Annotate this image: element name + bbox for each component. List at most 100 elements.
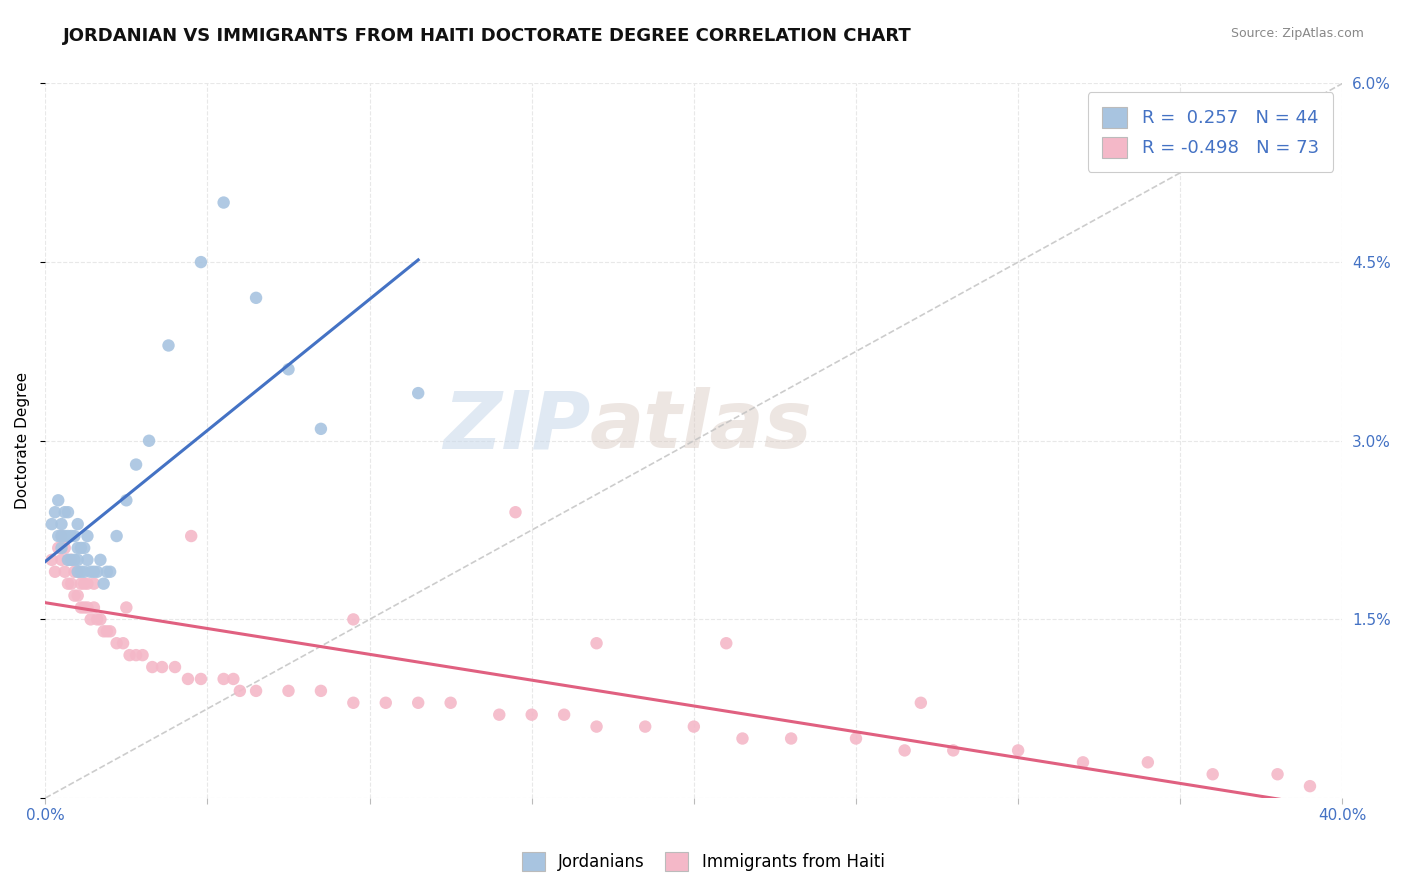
Point — [70, 565, 93, 579]
Point — [245, 291, 267, 305]
Point — [222, 672, 245, 686]
Point — [53, 529, 76, 543]
Point — [212, 672, 235, 686]
Point — [66, 553, 89, 567]
Point — [46, 493, 69, 508]
Point — [309, 684, 332, 698]
Point — [716, 636, 738, 650]
Point — [46, 529, 69, 543]
Point — [53, 565, 76, 579]
Point — [553, 707, 575, 722]
Point — [44, 505, 66, 519]
Point — [66, 517, 89, 532]
Legend: Jordanians, Immigrants from Haiti: Jordanians, Immigrants from Haiti — [513, 843, 893, 880]
Point — [105, 529, 128, 543]
Point — [89, 612, 111, 626]
Point — [163, 660, 186, 674]
Point — [56, 505, 79, 519]
Point — [115, 493, 138, 508]
Point — [105, 636, 128, 650]
Point — [51, 529, 73, 543]
Point — [505, 505, 527, 519]
Point — [125, 458, 148, 472]
Point — [96, 565, 118, 579]
Point — [96, 624, 118, 639]
Point — [374, 696, 396, 710]
Point — [76, 553, 98, 567]
Point — [1267, 767, 1289, 781]
Point — [112, 636, 135, 650]
Point — [76, 600, 98, 615]
Point — [63, 529, 86, 543]
Point — [115, 600, 138, 615]
Point — [342, 696, 364, 710]
Point — [63, 553, 86, 567]
Point — [229, 684, 252, 698]
Point — [51, 517, 73, 532]
Point — [76, 529, 98, 543]
Point — [41, 553, 63, 567]
Point — [70, 600, 93, 615]
Point — [66, 589, 89, 603]
Point — [177, 672, 200, 686]
Point — [56, 553, 79, 567]
Point — [731, 731, 754, 746]
Point — [942, 743, 965, 757]
Point — [1299, 779, 1322, 793]
Point — [150, 660, 173, 674]
Point — [138, 434, 160, 448]
Point — [73, 565, 96, 579]
Y-axis label: Doctorate Degree: Doctorate Degree — [15, 372, 30, 509]
Point — [79, 612, 101, 626]
Point — [73, 541, 96, 555]
Point — [70, 541, 93, 555]
Point — [893, 743, 915, 757]
Point — [66, 541, 89, 555]
Point — [66, 565, 89, 579]
Point — [79, 565, 101, 579]
Point — [60, 553, 83, 567]
Point — [125, 648, 148, 662]
Point — [406, 696, 429, 710]
Point — [277, 684, 299, 698]
Point — [60, 576, 83, 591]
Point — [41, 517, 63, 532]
Point — [89, 553, 111, 567]
Point — [66, 565, 89, 579]
Point — [76, 576, 98, 591]
Text: atlas: atlas — [591, 387, 813, 466]
Text: Source: ZipAtlas.com: Source: ZipAtlas.com — [1230, 27, 1364, 40]
Point — [157, 338, 180, 352]
Point — [682, 720, 704, 734]
Point — [190, 255, 212, 269]
Point — [488, 707, 510, 722]
Point — [56, 576, 79, 591]
Point — [83, 600, 105, 615]
Point — [585, 636, 607, 650]
Point — [277, 362, 299, 376]
Point — [845, 731, 868, 746]
Point — [44, 565, 66, 579]
Point — [46, 541, 69, 555]
Point — [86, 612, 108, 626]
Point — [63, 565, 86, 579]
Point — [83, 565, 105, 579]
Legend: R =  0.257   N = 44, R = -0.498   N = 73: R = 0.257 N = 44, R = -0.498 N = 73 — [1088, 93, 1333, 172]
Point — [60, 553, 83, 567]
Text: ZIP: ZIP — [443, 387, 591, 466]
Point — [1071, 756, 1094, 770]
Point — [98, 624, 121, 639]
Point — [53, 505, 76, 519]
Point — [585, 720, 607, 734]
Point — [51, 541, 73, 555]
Point — [342, 612, 364, 626]
Point — [780, 731, 803, 746]
Point — [212, 195, 235, 210]
Point — [63, 589, 86, 603]
Point — [83, 576, 105, 591]
Point — [73, 576, 96, 591]
Point — [131, 648, 153, 662]
Point — [86, 565, 108, 579]
Text: JORDANIAN VS IMMIGRANTS FROM HAITI DOCTORATE DEGREE CORRELATION CHART: JORDANIAN VS IMMIGRANTS FROM HAITI DOCTO… — [63, 27, 912, 45]
Point — [51, 529, 73, 543]
